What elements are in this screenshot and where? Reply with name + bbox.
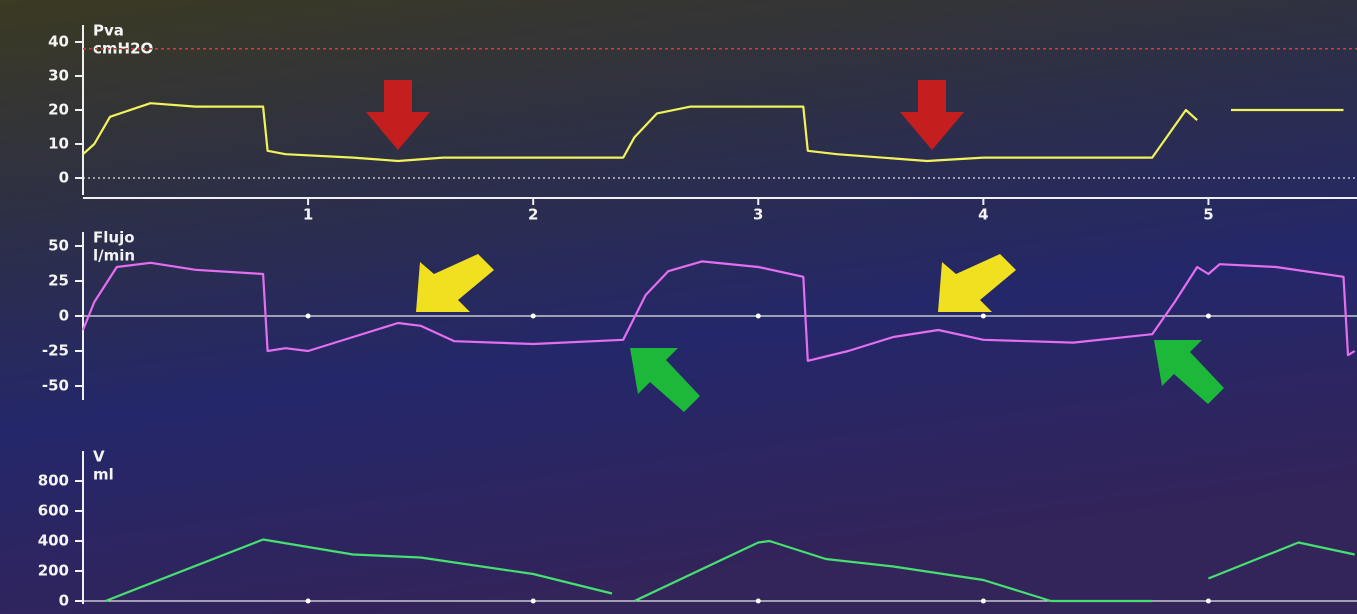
page: {"chart_data": [ {"type": "line", "title… <box>0 0 1357 614</box>
y-tick-label: 30 <box>48 67 69 85</box>
y-tick-label: -50 <box>42 377 69 395</box>
x-tick-dot <box>981 599 986 604</box>
y-tick-label: 25 <box>48 272 69 290</box>
x-tick-dot <box>306 314 311 319</box>
panel-unit: ml <box>93 466 114 484</box>
y-tick-label: 10 <box>48 135 69 153</box>
panel-unit: l/min <box>93 247 135 265</box>
y-tick-label: 50 <box>48 237 69 255</box>
screen-background <box>0 0 1357 614</box>
x-tick-dot <box>1206 599 1211 604</box>
x-tick-dot <box>1206 314 1211 319</box>
x-tick-label: 1 <box>303 206 313 224</box>
y-tick-label: 400 <box>38 532 69 550</box>
y-tick-label: 20 <box>48 101 69 119</box>
x-tick-dot <box>756 314 761 319</box>
x-tick-dot <box>306 599 311 604</box>
y-tick-label: 0 <box>59 592 69 610</box>
panel-title: Flujo <box>93 229 135 247</box>
x-tick-label: 3 <box>753 206 763 224</box>
x-tick-label: 4 <box>978 206 988 224</box>
panel-title: V <box>93 448 105 466</box>
panel-title: Pva <box>93 22 124 40</box>
x-tick-dot <box>531 599 536 604</box>
y-tick-label: 40 <box>48 33 69 51</box>
x-tick-dot <box>981 314 986 319</box>
y-tick-label: 200 <box>38 562 69 580</box>
y-tick-label: -25 <box>42 342 69 360</box>
x-tick-label: 5 <box>1203 206 1213 224</box>
y-tick-label: 0 <box>59 169 69 187</box>
x-tick-dot <box>531 314 536 319</box>
y-tick-label: 600 <box>38 502 69 520</box>
x-tick-label: 2 <box>528 206 538 224</box>
chart: 010203040PvacmH2O12345-50-2502550Flujol/… <box>0 0 1357 614</box>
y-tick-label: 0 <box>59 307 69 325</box>
y-tick-label: 800 <box>38 472 69 490</box>
x-tick-dot <box>756 599 761 604</box>
